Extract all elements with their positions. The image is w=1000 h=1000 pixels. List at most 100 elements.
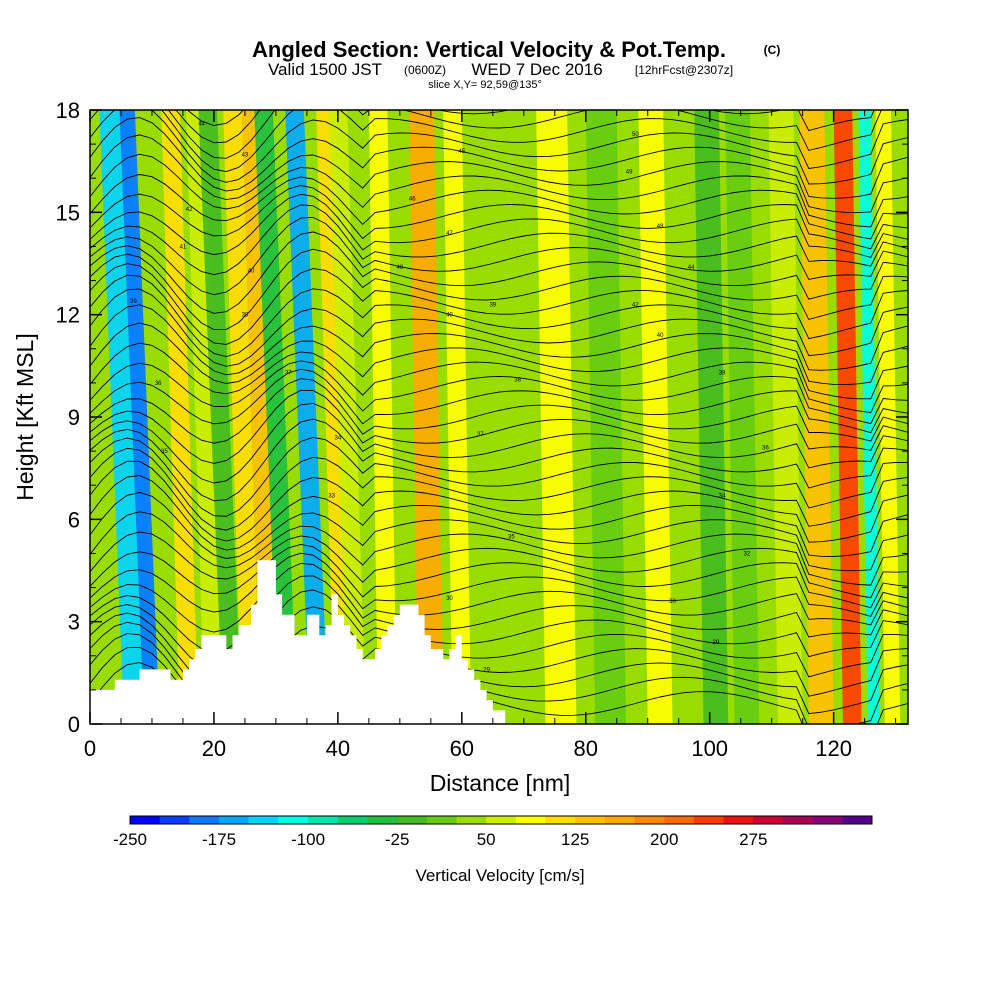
contour-label: 40 xyxy=(248,268,255,274)
velocity-band xyxy=(489,110,524,724)
subtitle-forecast: [12hrFcst@2307z] xyxy=(635,63,733,77)
theta-contour xyxy=(90,174,908,240)
y-tick-label: 0 xyxy=(68,712,80,737)
theta-contour xyxy=(90,447,908,531)
contour-label: 30 xyxy=(446,596,453,602)
contour-label: 35 xyxy=(508,534,515,540)
x-tick-label: 0 xyxy=(84,736,96,761)
contour-label: 44 xyxy=(688,265,695,271)
theta-contour xyxy=(90,492,908,572)
velocity-band xyxy=(694,110,729,724)
contour-label: 43 xyxy=(242,152,249,158)
colorbar-swatch xyxy=(219,816,250,824)
subtitle-valid: Valid 1500 JST xyxy=(268,60,382,79)
colorbar-tick-label: 50 xyxy=(477,830,496,849)
theta-contour xyxy=(90,185,908,250)
y-tick-label: 3 xyxy=(68,610,80,635)
colorbar-frame xyxy=(129,815,873,825)
theta-contour xyxy=(90,662,908,724)
colorbar-swatch xyxy=(545,816,576,824)
theta-contour xyxy=(90,646,908,724)
contour-label: 37 xyxy=(285,371,292,377)
x-tick-label: 120 xyxy=(815,736,852,761)
theta-contours xyxy=(90,110,908,724)
colorbar-tick-label: 125 xyxy=(561,830,589,849)
velocity-band xyxy=(858,110,881,724)
contour-label: 49 xyxy=(626,169,633,175)
theta-contour xyxy=(90,288,908,371)
contour-label: 40 xyxy=(446,313,453,319)
colorbar-swatch xyxy=(130,816,161,824)
colorbar-swatch xyxy=(575,816,606,824)
colorbar-swatch xyxy=(693,816,725,824)
velocity-band xyxy=(223,110,261,724)
colorbar-swatch xyxy=(159,816,190,824)
colorbar-tick-label: 200 xyxy=(650,830,678,849)
y-axis-label: Height [Kft MSL] xyxy=(12,333,38,500)
colorbar: -250 -175 -100 -25 50 125 200 275 xyxy=(113,815,873,849)
contour-label: 40 xyxy=(657,333,664,339)
y-tick-label: 15 xyxy=(56,200,80,225)
colorbar-swatch xyxy=(515,816,547,824)
velocity-band xyxy=(768,110,803,724)
colorbar-swatch xyxy=(189,816,220,824)
theta-contour xyxy=(90,134,908,214)
contour-label: 46 xyxy=(409,197,416,203)
colorbar-swatch xyxy=(604,816,636,824)
theta-contour xyxy=(90,562,908,633)
velocity-band xyxy=(186,110,224,724)
theta-contour xyxy=(90,402,908,484)
y-tick-label: 18 xyxy=(56,98,80,123)
y-tick-label: 6 xyxy=(68,507,80,532)
colorbar-tick-label: -100 xyxy=(291,830,325,849)
theta-contour xyxy=(90,110,908,173)
contour-label: 34 xyxy=(335,435,342,441)
theta-contour xyxy=(90,552,908,617)
colorbar-swatch xyxy=(426,816,457,824)
contour-label: 50 xyxy=(632,132,639,138)
contour-label: 42 xyxy=(632,302,639,308)
theta-contour xyxy=(90,117,908,199)
title-block: Angled Section: Vertical Velocity & Pot.… xyxy=(252,37,780,91)
theta-contour xyxy=(90,389,908,464)
theta-contour xyxy=(167,110,882,159)
theta-contour xyxy=(187,110,813,126)
colorbar-swatch xyxy=(367,816,398,824)
colorbar-swatch xyxy=(397,816,428,824)
chart-title-suffix: (C) xyxy=(764,43,781,57)
colorbar-label: Vertical Velocity [cm/s] xyxy=(415,866,584,885)
theta-contour xyxy=(90,342,908,413)
colorbar-swatch xyxy=(337,816,368,824)
theta-contour xyxy=(90,248,908,331)
contour-label: 29 xyxy=(713,640,720,646)
contour-label: 32 xyxy=(744,551,751,557)
x-tick-label: 80 xyxy=(574,736,598,761)
contour-label: 36 xyxy=(762,446,769,452)
colorbar-tick-label: -175 xyxy=(202,830,236,849)
colorbar-swatch xyxy=(486,816,517,824)
contour-label: 38 xyxy=(242,313,249,319)
theta-contour xyxy=(90,274,908,357)
theta-contour xyxy=(90,531,908,599)
theta-contour xyxy=(90,263,908,345)
x-tick-label: 100 xyxy=(691,736,728,761)
theta-contour xyxy=(90,304,908,386)
theta-contour xyxy=(90,511,908,586)
y-tick-label: 12 xyxy=(56,303,80,328)
theta-contour xyxy=(90,360,908,425)
x-tick-label: 40 xyxy=(326,736,350,761)
velocity-band xyxy=(725,110,760,724)
theta-contour xyxy=(90,418,908,502)
velocity-band xyxy=(198,110,242,724)
colorbar-tick-label: 275 xyxy=(739,830,767,849)
velocity-bands xyxy=(99,110,901,724)
velocity-band xyxy=(285,110,329,724)
x-tick-label: 20 xyxy=(202,736,226,761)
colorbar-swatch xyxy=(842,816,873,824)
velocity-band xyxy=(799,110,834,724)
theta-contour xyxy=(90,110,908,185)
subtitle-utc: (0600Z) xyxy=(404,63,446,77)
velocity-band xyxy=(119,110,160,724)
